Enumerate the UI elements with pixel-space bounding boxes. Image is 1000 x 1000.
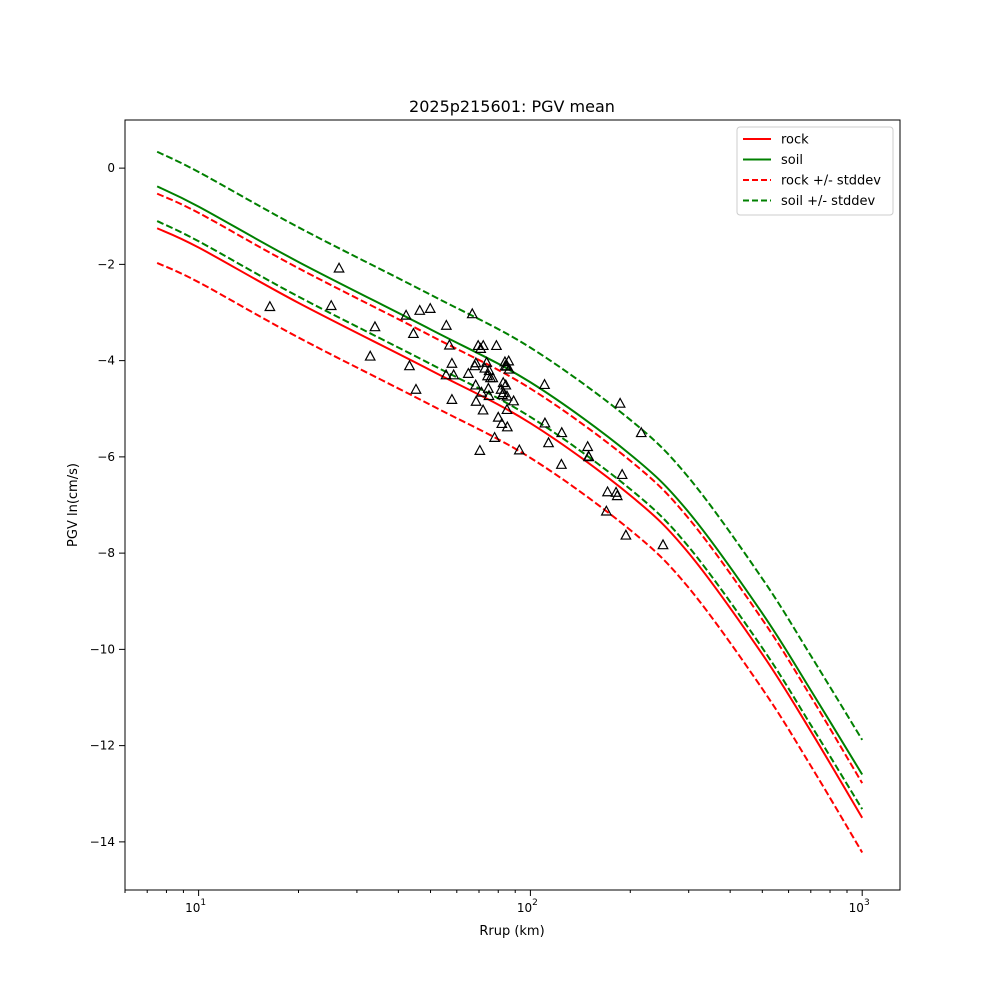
observation-point-13: [443, 338, 456, 350]
observation-point-8: [410, 383, 422, 394]
observation-point-0: [264, 300, 276, 312]
legend-label-3: soil +/- stddev: [781, 194, 876, 209]
series-line-0: [156, 227, 864, 819]
y-tick-label-4: −8: [97, 546, 115, 560]
observation-point-16: [447, 368, 460, 380]
observation-point-64: [600, 505, 613, 516]
x-tick-label-base: 10: [849, 901, 864, 915]
series-line-4: [156, 150, 864, 741]
observation-point-9: [413, 304, 426, 315]
observation-point-10: [424, 302, 436, 313]
observation-point-12: [440, 319, 453, 330]
observation-point-56: [538, 378, 551, 390]
observation-point-65: [601, 485, 614, 497]
x-tick-label-2: 103: [849, 898, 870, 915]
observation-point-3: [364, 350, 376, 361]
observation-point-55: [513, 443, 526, 455]
plot-frame: [124, 119, 901, 891]
observation-point-72: [657, 538, 669, 550]
observation-point-67: [611, 489, 623, 501]
observation-point-57: [539, 416, 551, 428]
series-layer: [156, 150, 864, 853]
x-tick-label-exponent: 2: [532, 898, 538, 908]
x-tick-label-exponent: 3: [864, 898, 870, 908]
observation-point-24: [474, 444, 486, 455]
observation-point-36: [486, 371, 499, 383]
y-tick-label-5: −10: [90, 642, 115, 656]
series-line-1: [156, 185, 864, 776]
observation-point-60: [555, 426, 568, 438]
x-tick-label-base: 10: [517, 901, 532, 915]
x-axis: 101 102 103: [124, 890, 870, 915]
observation-point-11: [440, 368, 452, 380]
observation-point-18: [466, 307, 479, 319]
observation-point-69: [616, 468, 628, 480]
observation-point-31: [481, 369, 494, 381]
observation-point-1: [333, 261, 345, 273]
x-axis-label: Rrup (km): [479, 924, 544, 939]
observation-point-15: [446, 393, 458, 404]
observation-point-27: [477, 403, 489, 415]
observation-point-17: [462, 367, 475, 378]
observation-point-30: [480, 356, 493, 367]
observation-point-41: [496, 417, 508, 429]
observation-point-39: [492, 411, 505, 422]
observation-point-2: [325, 299, 337, 311]
y-tick-label-6: −12: [90, 739, 115, 753]
y-tick-label-3: −6: [97, 450, 115, 464]
observation-point-51: [501, 420, 514, 432]
observation-point-33: [483, 389, 495, 401]
y-tick-label-2: −4: [97, 354, 115, 368]
observation-point-68: [614, 397, 626, 408]
observation-point-70: [620, 529, 632, 540]
observation-point-63: [583, 450, 595, 462]
observation-point-37: [488, 431, 501, 442]
observation-point-28: [477, 339, 490, 351]
observation-point-22: [470, 395, 482, 406]
observation-point-29: [479, 362, 491, 373]
legend-label-0: rock: [781, 133, 809, 148]
y-axis-label: PGV ln(cm/s): [66, 463, 81, 547]
observation-point-6: [403, 359, 416, 371]
x-tick-label-exponent: 1: [200, 898, 206, 908]
series-line-5: [156, 220, 864, 810]
observation-point-20: [469, 378, 482, 390]
series-line-2: [156, 192, 864, 784]
observation-point-7: [407, 327, 420, 339]
observation-point-25: [474, 342, 487, 353]
observation-point-54: [507, 394, 520, 406]
observation-point-50: [501, 403, 513, 415]
observation-point-47: [500, 378, 512, 390]
x-tick-label-base: 10: [185, 901, 200, 915]
y-tick-label-7: −14: [90, 835, 115, 849]
x-tick-label-1: 102: [517, 898, 538, 915]
observation-point-4: [369, 320, 381, 332]
observation-point-49: [501, 389, 513, 401]
chart-title: 2025p215601: PGV mean: [409, 97, 615, 116]
legend-label-1: soil: [781, 153, 803, 168]
observation-point-14: [446, 357, 458, 368]
observation-point-43: [497, 376, 509, 388]
observation-point-58: [542, 436, 555, 448]
y-tick-label-1: −2: [97, 257, 115, 271]
observation-point-38: [490, 339, 503, 351]
x-tick-label-0: 101: [185, 898, 206, 915]
y-tick-label-0: 0: [107, 161, 115, 175]
series-line-3: [156, 262, 864, 853]
legend: rock soil rock +/- stddev soil +/- stddev: [736, 126, 894, 216]
observation-points: [264, 261, 669, 550]
y-axis: 0 −2 −4 −6 −8 −10 −12 −14: [90, 161, 125, 849]
observation-point-5: [400, 309, 412, 320]
observation-point-59: [555, 458, 568, 469]
observation-point-71: [635, 426, 647, 438]
observation-point-61: [581, 440, 594, 452]
legend-label-2: rock +/- stddev: [781, 174, 881, 189]
observation-point-21: [470, 356, 482, 368]
legend-box: [736, 126, 894, 216]
observation-point-53: [503, 363, 515, 374]
